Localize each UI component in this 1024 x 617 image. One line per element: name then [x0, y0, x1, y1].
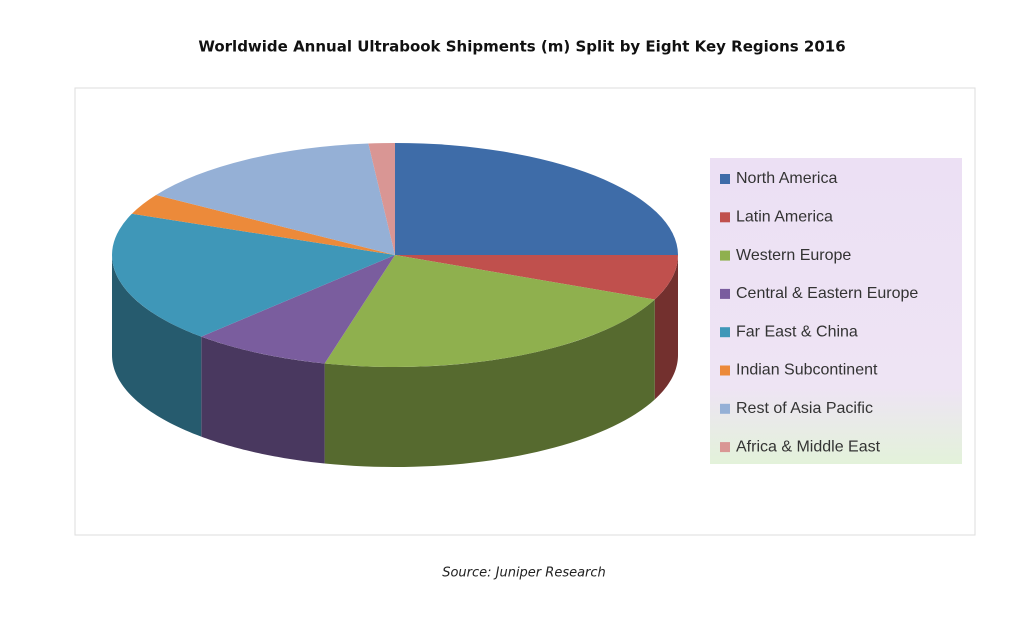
legend-swatch [720, 442, 730, 453]
legend-label: Western Europe [736, 247, 851, 264]
slice-side [201, 336, 325, 464]
legend-label: North America [736, 170, 837, 187]
legend-label: Central & Eastern Europe [736, 285, 918, 302]
slice-side [112, 255, 202, 437]
slice-side [324, 299, 655, 467]
legend-swatch [720, 212, 730, 223]
slice-side [654, 255, 678, 400]
legend-swatch [720, 288, 730, 299]
legend-label: Indian Subcontinent [736, 362, 878, 379]
legend-label: Latin America [736, 209, 833, 226]
legend-swatch [720, 327, 730, 338]
slice [201, 255, 395, 364]
slice [131, 194, 395, 255]
legend-swatch [720, 365, 730, 376]
chart-title: Worldwide Annual Ultrabook Shipments (m)… [198, 38, 845, 56]
slice [111, 213, 396, 337]
source: Source: Juniper Research [442, 566, 606, 581]
legend: North America Latin America Western Europe… [720, 170, 918, 455]
legend-swatch [720, 403, 730, 414]
legend-label: Africa & Middle East [736, 438, 881, 455]
legend-swatch [720, 250, 730, 261]
legend-box [710, 158, 962, 464]
legend-label: Rest of Asia Pacific [736, 400, 873, 417]
legend-label: Far East & China [736, 323, 858, 340]
slice [395, 143, 678, 255]
slice [156, 143, 395, 255]
slice [324, 255, 655, 368]
slice [368, 143, 395, 255]
legend-swatch [720, 174, 730, 184]
pie [111, 143, 678, 467]
slice [395, 255, 678, 300]
